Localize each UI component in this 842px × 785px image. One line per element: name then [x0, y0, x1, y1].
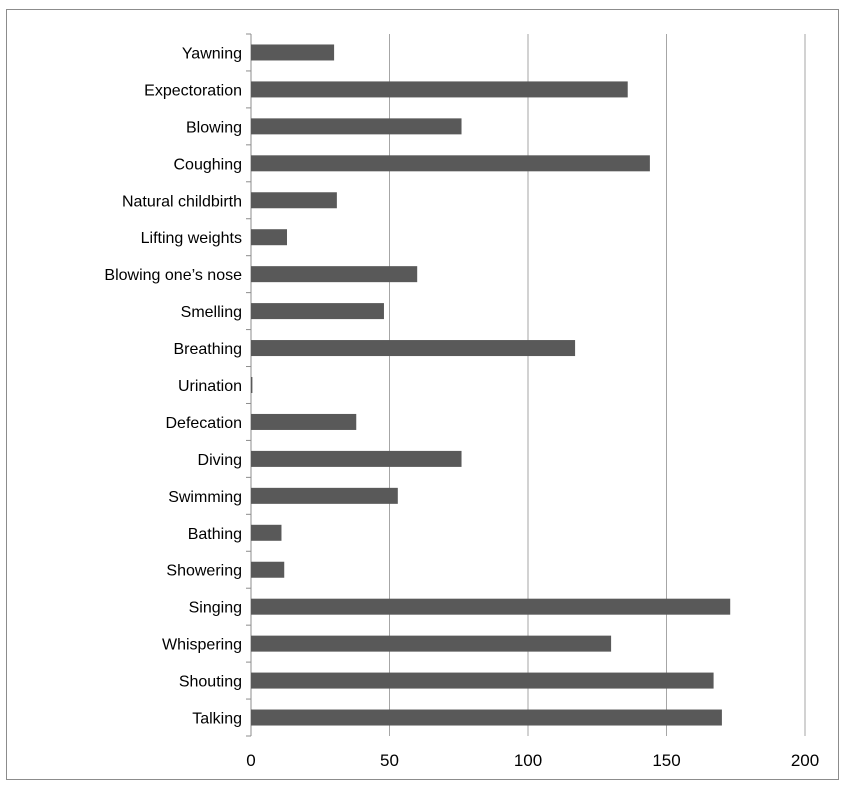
category-label: Lifting weights	[141, 230, 242, 247]
category-label: Talking	[192, 711, 242, 728]
category-label: Defecation	[166, 415, 243, 432]
bar-breathing	[251, 340, 576, 357]
category-label: Singing	[189, 600, 242, 617]
bar-coughing	[251, 155, 650, 172]
bar-blowing-one-s-nose	[251, 266, 418, 283]
category-label: Swimming	[168, 489, 242, 506]
category-label: Natural childbirth	[122, 193, 242, 210]
bar-expectoration	[251, 81, 628, 98]
category-label: Coughing	[174, 156, 243, 173]
category-label: Whispering	[162, 637, 242, 654]
category-label: Yawning	[182, 45, 242, 62]
category-label: Smelling	[181, 304, 242, 321]
bar-urination	[251, 377, 253, 393]
bar-lifting-weights	[251, 229, 288, 246]
category-label: Showering	[166, 563, 242, 580]
x-tick-label: 200	[791, 751, 819, 770]
category-label: Blowing	[186, 119, 242, 136]
bar-defecation	[251, 413, 357, 430]
category-label: Expectoration	[144, 82, 242, 99]
x-tick-label: 0	[246, 751, 255, 770]
gridlines	[389, 34, 806, 736]
bar-yawning	[251, 44, 335, 61]
category-label: Bathing	[188, 526, 242, 543]
category-label: Blowing one’s nose	[104, 267, 242, 284]
bar-whispering	[251, 635, 612, 652]
axes	[246, 33, 252, 737]
category-label: Diving	[198, 452, 242, 469]
x-tick-label: 100	[514, 751, 542, 770]
bar-talking	[251, 709, 722, 726]
bar-showering	[251, 561, 285, 578]
x-tick-label: 150	[652, 751, 680, 770]
bar-blowing	[251, 118, 462, 135]
category-label: Shouting	[179, 674, 242, 691]
bar-diving	[251, 450, 462, 467]
bars	[251, 44, 731, 726]
bar-natural-childbirth	[251, 192, 337, 209]
x-tick-labels: 0 50 100 150 200	[246, 751, 819, 770]
bar-swimming	[251, 487, 398, 504]
bar-smelling	[251, 303, 384, 320]
category-label: Breathing	[174, 341, 243, 358]
bar-bathing	[251, 524, 282, 541]
category-label: Urination	[178, 378, 242, 395]
x-tick-label: 50	[380, 751, 399, 770]
category-labels: Yawning Expectoration Blowing Coughing Natur…	[104, 45, 242, 727]
bar-shouting	[251, 672, 714, 689]
bar-singing	[251, 598, 731, 615]
